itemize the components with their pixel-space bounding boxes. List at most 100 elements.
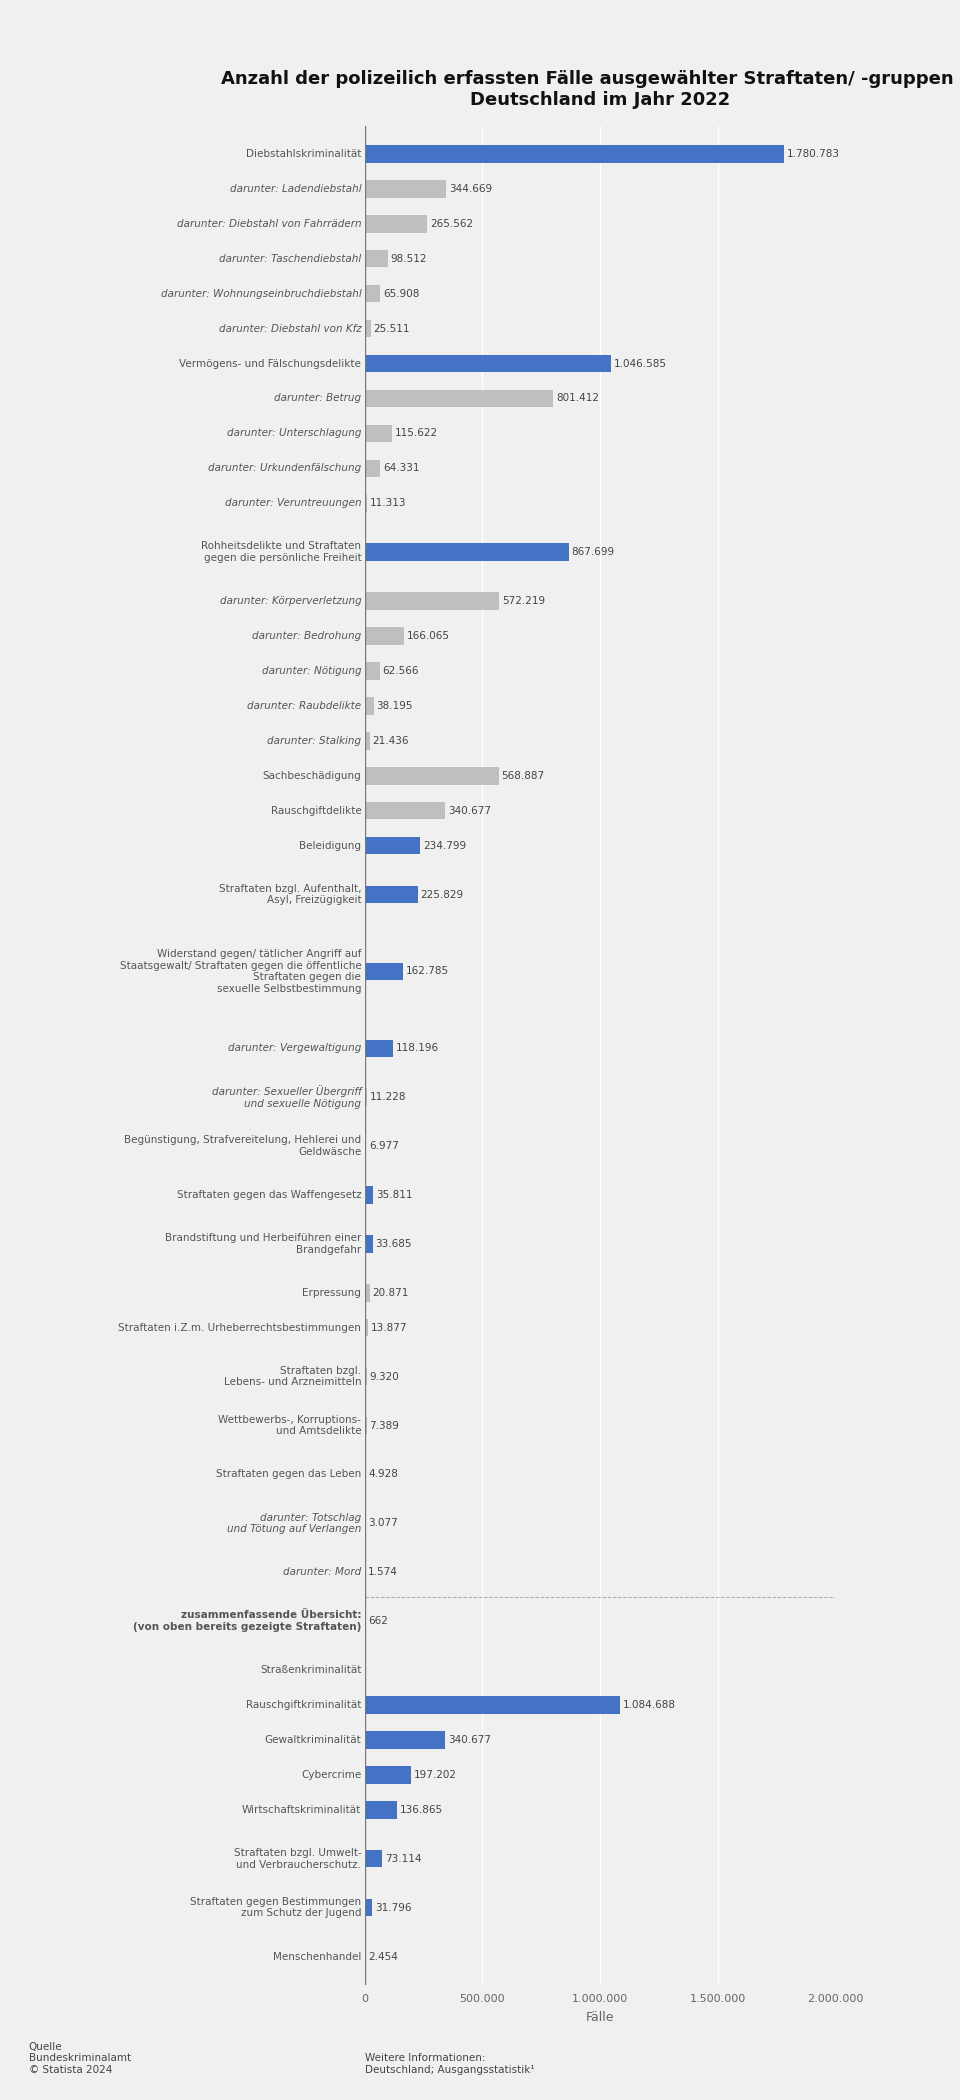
Text: 136.865: 136.865: [399, 1804, 443, 1814]
Bar: [365, 1235, 372, 1252]
Bar: [365, 1186, 373, 1203]
Text: 64.331: 64.331: [383, 464, 420, 473]
Bar: [365, 496, 368, 512]
Text: Menschenhandel: Menschenhandel: [273, 1951, 361, 1961]
Text: Sachbeschädigung: Sachbeschädigung: [262, 771, 361, 781]
Text: 265.562: 265.562: [430, 218, 473, 229]
Bar: [365, 628, 404, 645]
Bar: [365, 1766, 411, 1783]
Text: 20.871: 20.871: [372, 1287, 409, 1298]
Text: 21.436: 21.436: [372, 735, 409, 746]
Text: 62.566: 62.566: [382, 666, 419, 676]
Text: 344.669: 344.669: [448, 185, 492, 193]
Text: 115.622: 115.622: [395, 428, 438, 439]
Text: 340.677: 340.677: [447, 806, 491, 815]
Text: zusammenfassende Übersicht:
(von oben bereits gezeigte Straftaten): zusammenfassende Übersicht: (von oben be…: [132, 1611, 361, 1632]
Text: Wettbewerbs-, Korruptions-
und Amtsdelikte: Wettbewerbs-, Korruptions- und Amtsdelik…: [218, 1415, 361, 1436]
Bar: [365, 424, 392, 443]
Text: Wirtschaftskriminalität: Wirtschaftskriminalität: [242, 1804, 361, 1814]
Bar: [365, 1319, 368, 1336]
Text: darunter: Taschendiebstahl: darunter: Taschendiebstahl: [219, 254, 361, 265]
Text: Cybercrime: Cybercrime: [301, 1770, 361, 1781]
Text: Straßenkriminalität: Straßenkriminalität: [260, 1665, 361, 1676]
Text: Straftaten bzgl. Aufenthalt,
Asyl, Freizügigkeit: Straftaten bzgl. Aufenthalt, Asyl, Freiz…: [219, 884, 361, 905]
Text: 9.320: 9.320: [370, 1371, 399, 1382]
Bar: [365, 1697, 620, 1714]
Bar: [365, 1418, 367, 1434]
Text: 801.412: 801.412: [556, 393, 599, 403]
Bar: [365, 250, 388, 267]
Text: 166.065: 166.065: [407, 630, 449, 640]
Text: 225.829: 225.829: [420, 890, 464, 899]
Bar: [365, 1466, 366, 1483]
Text: Rohheitsdelikte und Straftaten
gegen die persönliche Freiheit: Rohheitsdelikte und Straftaten gegen die…: [202, 542, 361, 563]
Text: Begünstigung, Strafvereitelung, Hehlerei und
Geldwäsche: Begünstigung, Strafvereitelung, Hehlerei…: [124, 1136, 361, 1157]
Bar: [365, 1850, 382, 1867]
Text: darunter: Diebstahl von Fahrrädern: darunter: Diebstahl von Fahrrädern: [177, 218, 361, 229]
Text: 162.785: 162.785: [406, 966, 449, 976]
Text: darunter: Betrug: darunter: Betrug: [275, 393, 361, 403]
Text: 11.313: 11.313: [371, 498, 407, 508]
Bar: [365, 286, 380, 302]
Text: 118.196: 118.196: [396, 1044, 439, 1054]
Text: Gewaltkriminalität: Gewaltkriminalität: [265, 1735, 361, 1745]
Text: Brandstiftung und Herbeiführen einer
Brandgefahr: Brandstiftung und Herbeiführen einer Bra…: [165, 1233, 361, 1254]
Text: Straftaten bzgl.
Lebens- und Arzneimitteln: Straftaten bzgl. Lebens- und Arzneimitte…: [224, 1365, 361, 1388]
Bar: [365, 544, 569, 561]
Bar: [365, 886, 418, 903]
Text: Beleidigung: Beleidigung: [300, 840, 361, 850]
Bar: [365, 391, 553, 407]
Bar: [365, 214, 427, 233]
Text: darunter: Mord: darunter: Mord: [283, 1567, 361, 1577]
Bar: [365, 181, 445, 197]
Text: 1.574: 1.574: [368, 1567, 397, 1577]
Bar: [365, 319, 371, 338]
Text: Straftaten gegen das Waffengesetz: Straftaten gegen das Waffengesetz: [177, 1191, 361, 1199]
Text: darunter: Körperverletzung: darunter: Körperverletzung: [220, 596, 361, 607]
Bar: [365, 802, 444, 819]
Text: 3.077: 3.077: [369, 1518, 398, 1529]
Bar: [365, 838, 420, 855]
Text: darunter: Sexueller Übergriff
und sexuelle Nötigung: darunter: Sexueller Übergriff und sexuel…: [211, 1086, 361, 1109]
Text: Straftaten gegen Bestimmungen
zum Schutz der Jugend: Straftaten gegen Bestimmungen zum Schutz…: [190, 1896, 361, 1919]
Text: 2.454: 2.454: [369, 1951, 398, 1961]
Bar: [365, 1730, 444, 1749]
Text: Rauschgiftkriminalität: Rauschgiftkriminalität: [246, 1701, 361, 1709]
Text: darunter: Bedrohung: darunter: Bedrohung: [252, 630, 361, 640]
Text: darunter: Raubdelikte: darunter: Raubdelikte: [247, 701, 361, 712]
Text: Erpressung: Erpressung: [302, 1287, 361, 1298]
Text: 98.512: 98.512: [391, 254, 427, 265]
Bar: [365, 1088, 368, 1107]
Text: 25.511: 25.511: [373, 323, 410, 334]
Bar: [365, 733, 370, 750]
Bar: [365, 1040, 393, 1056]
Text: darunter: Diebstahl von Kfz: darunter: Diebstahl von Kfz: [219, 323, 361, 334]
Text: darunter: Vergewaltigung: darunter: Vergewaltigung: [228, 1044, 361, 1054]
Text: 1.046.585: 1.046.585: [613, 359, 667, 370]
Bar: [365, 962, 403, 981]
Text: darunter: Unterschlagung: darunter: Unterschlagung: [227, 428, 361, 439]
Bar: [365, 460, 380, 477]
Bar: [365, 145, 783, 162]
Text: Rauschgiftdelikte: Rauschgiftdelikte: [271, 806, 361, 815]
Text: Straftaten i.Z.m. Urheberrechtsbestimmungen: Straftaten i.Z.m. Urheberrechtsbestimmun…: [118, 1323, 361, 1334]
Bar: [365, 1802, 397, 1819]
Text: 38.195: 38.195: [376, 701, 413, 712]
Text: Straftaten gegen das Leben: Straftaten gegen das Leben: [216, 1470, 361, 1480]
Bar: [365, 1138, 367, 1155]
Text: 31.796: 31.796: [375, 1903, 412, 1913]
X-axis label: Fälle: Fälle: [586, 2012, 614, 2024]
Text: 197.202: 197.202: [414, 1770, 457, 1781]
Title: Anzahl der polizeilich erfassten Fälle ausgewählter Straftaten/ -gruppen in
Deut: Anzahl der polizeilich erfassten Fälle a…: [221, 71, 960, 109]
Text: 7.389: 7.389: [370, 1420, 399, 1430]
Bar: [365, 662, 379, 680]
Bar: [365, 1283, 370, 1302]
Text: 65.908: 65.908: [383, 288, 420, 298]
Text: 340.677: 340.677: [447, 1735, 491, 1745]
Text: Widerstand gegen/ tätlicher Angriff auf
Staatsgewalt/ Straftaten gegen die öffen: Widerstand gegen/ tätlicher Angriff auf …: [120, 949, 361, 993]
Text: Quelle
Bundeskriminalamt
© Statista 2024: Quelle Bundeskriminalamt © Statista 2024: [29, 2041, 131, 2075]
Text: 11.228: 11.228: [371, 1092, 407, 1102]
Bar: [365, 766, 498, 785]
Bar: [365, 1367, 367, 1386]
Text: darunter: Nötigung: darunter: Nötigung: [262, 666, 361, 676]
